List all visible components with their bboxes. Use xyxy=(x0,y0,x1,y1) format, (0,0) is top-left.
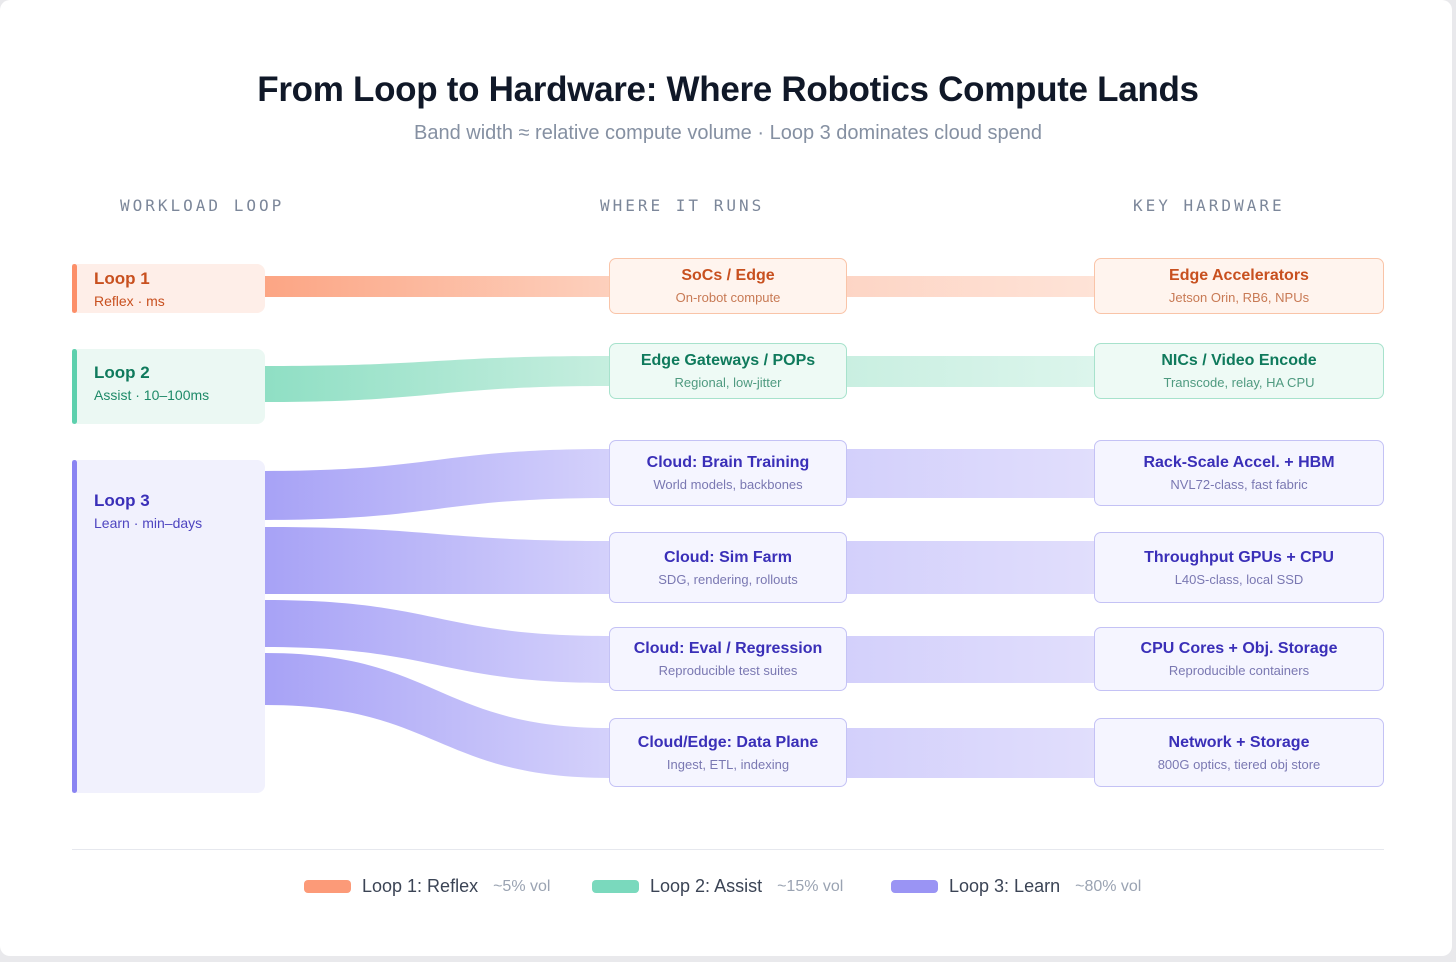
run-node-brain-training: Cloud: Brain Training World models, back… xyxy=(609,440,847,506)
band-loop3-eval xyxy=(265,600,610,683)
diagram-title: From Loop to Hardware: Where Robotics Co… xyxy=(257,70,1199,109)
run-node-sub: Regional, low-jitter xyxy=(674,375,782,390)
hw-node-sub: Transcode, relay, HA CPU xyxy=(1163,375,1315,390)
band-loop1-edge xyxy=(265,276,610,297)
legend-volume: ~15% vol xyxy=(777,877,844,895)
loop-3-box: Loop 3 Learn · min–days xyxy=(72,460,265,793)
run-node-name: SoCs / Edge xyxy=(681,267,775,284)
hw-node-sub: 800G optics, tiered obj store xyxy=(1157,756,1321,772)
loop-1-accent-bar xyxy=(72,264,77,313)
column-header-runs: WHERE IT RUNS xyxy=(600,196,765,215)
run-node-sub: Ingest, ETL, indexing xyxy=(666,756,790,772)
hw-node-name: Throughput GPUs + CPU xyxy=(1144,548,1334,566)
legend-divider xyxy=(72,849,1384,850)
hw-node-name: Rack-Scale Accel. + HBM xyxy=(1143,454,1335,471)
run-node-eval-regression: Cloud: Eval / Regression Reproducible te… xyxy=(609,627,847,691)
band-simfarm-throughput xyxy=(846,541,1095,594)
run-node-sub: Reproducible test suites xyxy=(658,663,798,678)
legend-item-loop3: Loop 3: Learn ~80% vol xyxy=(891,876,1141,897)
hw-node-nics-video: NICs / Video Encode Transcode, relay, HA… xyxy=(1094,343,1384,399)
loop-1-box: Loop 1 Reflex · ms xyxy=(72,264,265,313)
run-node-name: Cloud/Edge: Data Plane xyxy=(637,733,819,751)
run-node-sim-farm: Cloud: Sim Farm SDG, rendering, rollouts xyxy=(609,532,847,603)
loop-3-name: Loop 3 xyxy=(94,491,150,510)
run-node-name: Cloud: Eval / Regression xyxy=(633,640,823,657)
run-node-name: Cloud: Brain Training xyxy=(646,454,810,471)
legend-volume: ~80% vol xyxy=(1075,877,1142,895)
hw-node-sub: L40S-class, local SSD xyxy=(1174,571,1304,587)
band-loop3-training xyxy=(265,449,610,520)
hw-node-sub: Reproducible containers xyxy=(1168,663,1310,678)
legend-swatch-loop3 xyxy=(891,880,938,893)
hw-node-name: CPU Cores + Obj. Storage xyxy=(1140,640,1338,657)
hw-node-name: Network + Storage xyxy=(1168,733,1310,751)
band-training-rack xyxy=(846,449,1095,498)
hw-node-name: NICs / Video Encode xyxy=(1161,352,1317,369)
legend-volume: ~5% vol xyxy=(493,877,551,895)
legend-label: Loop 3: Learn xyxy=(949,876,1061,896)
band-eval-cpu xyxy=(846,636,1095,683)
run-node-edge-gateways: Edge Gateways / POPs Regional, low-jitte… xyxy=(609,343,847,399)
column-header-hardware: KEY HARDWARE xyxy=(1133,196,1285,215)
hw-node-cpu-storage: CPU Cores + Obj. Storage Reproducible co… xyxy=(1094,627,1384,691)
run-node-data-plane: Cloud/Edge: Data Plane Ingest, ETL, inde… xyxy=(609,718,847,787)
legend-label: Loop 1: Reflex xyxy=(362,876,479,896)
loop-1-sub: Reflex · ms xyxy=(94,293,165,309)
loop-3-accent-bar xyxy=(72,460,77,793)
run-node-sub: World models, backbones xyxy=(653,477,803,492)
loop-1-name: Loop 1 xyxy=(94,269,150,288)
hw-node-name: Edge Accelerators xyxy=(1169,267,1309,284)
legend-swatch-loop1 xyxy=(304,880,351,893)
loop-2-sub: Assist · 10–100ms xyxy=(94,387,210,403)
run-node-sub: SDG, rendering, rollouts xyxy=(658,571,798,587)
diagram-subtitle: Band width ≈ relative compute volume · L… xyxy=(413,122,1042,144)
column-header-workload: WORKLOAD LOOP xyxy=(120,196,285,215)
band-gateways-nics xyxy=(846,356,1095,387)
loop-3-sub: Learn · min–days xyxy=(94,515,203,531)
hw-node-sub: NVL72-class, fast fabric xyxy=(1170,477,1308,492)
legend-label: Loop 2: Assist xyxy=(650,876,763,896)
loop-2-name: Loop 2 xyxy=(94,363,150,382)
legend-swatch-loop2 xyxy=(592,880,639,893)
run-node-socs-edge: SoCs / Edge On-robot compute xyxy=(609,258,847,314)
hw-node-sub: Jetson Orin, RB6, NPUs xyxy=(1168,290,1310,305)
hw-node-network-storage: Network + Storage 800G optics, tiered ob… xyxy=(1094,718,1384,787)
band-dataplane-network xyxy=(846,728,1095,778)
band-loop3-dataplane xyxy=(265,653,610,778)
hw-node-edge-accelerators: Edge Accelerators Jetson Orin, RB6, NPUs xyxy=(1094,258,1384,314)
run-node-name: Cloud: Sim Farm xyxy=(663,548,792,566)
loop-2-accent-bar xyxy=(72,349,77,424)
hw-node-throughput-gpus: Throughput GPUs + CPU L40S-class, local … xyxy=(1094,532,1384,603)
legend-item-loop2: Loop 2: Assist ~15% vol xyxy=(592,876,843,897)
run-node-name: Edge Gateways / POPs xyxy=(640,352,816,369)
band-edge-accelerators xyxy=(846,276,1095,297)
run-node-sub: On-robot compute xyxy=(675,290,781,305)
loop-2-box: Loop 2 Assist · 10–100ms xyxy=(72,349,265,424)
legend-item-loop1: Loop 1: Reflex ~5% vol xyxy=(304,876,550,897)
band-loop3-simfarm xyxy=(265,527,610,594)
hw-node-rack-scale: Rack-Scale Accel. + HBM NVL72-class, fas… xyxy=(1094,440,1384,506)
band-loop2-gateways xyxy=(265,356,610,402)
